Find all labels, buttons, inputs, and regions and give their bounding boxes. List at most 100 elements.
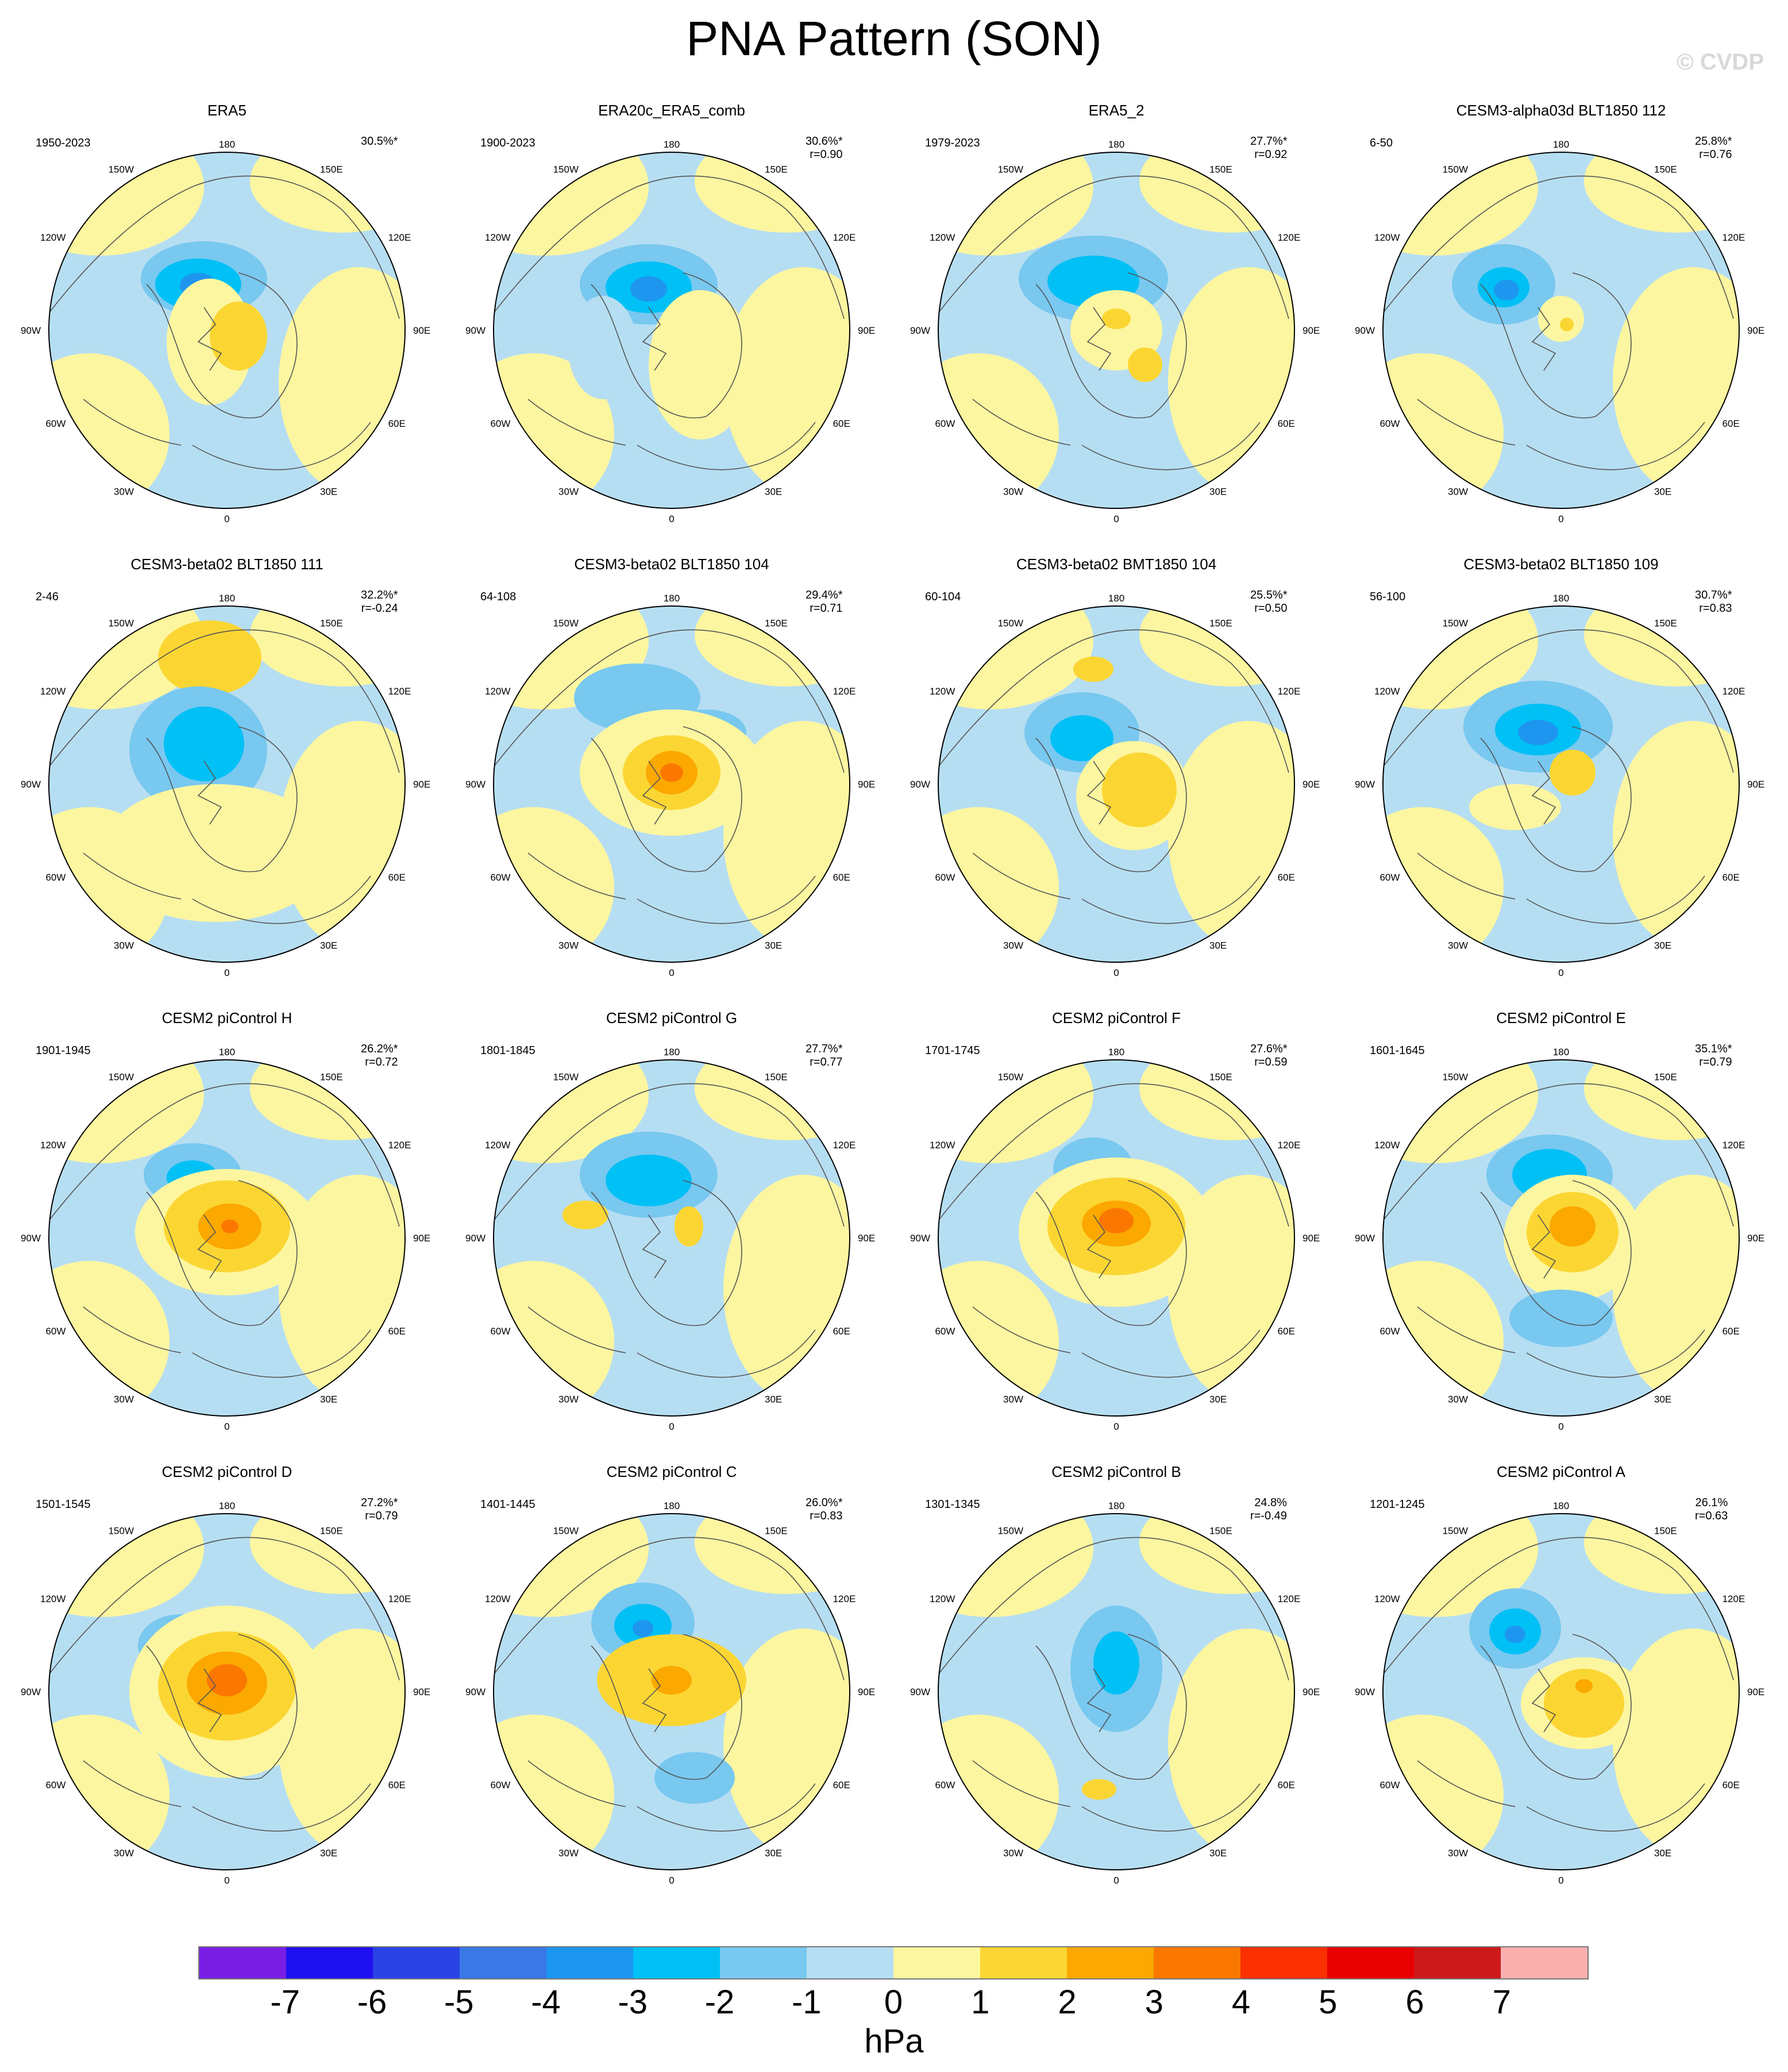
longitude-label: 120W	[40, 1593, 65, 1604]
coastline	[938, 1537, 1232, 1675]
positive-anomaly-region	[723, 1629, 850, 1858]
negative-anomaly-contour	[630, 276, 667, 302]
colorbar-tick: -4	[531, 1984, 561, 2021]
panel-variance-pct: 29.4%*	[806, 589, 843, 601]
panel-title: ERA20c_ERA5_comb	[598, 102, 745, 119]
longitude-label: 120W	[1374, 232, 1400, 243]
coastline	[1480, 738, 1596, 873]
positive-anomaly-region	[1139, 152, 1294, 233]
panel-stats: 26.0%* r=0.83	[806, 1496, 843, 1523]
longitude-label: 30W	[1003, 1394, 1023, 1405]
longitude-label: 90E	[1747, 1233, 1764, 1244]
coastline	[1531, 307, 1556, 371]
polar-map: 180 0 150W 120W 90W 60W 30W 150E 120E 90E 60E 30E	[910, 1500, 1320, 1886]
positive-anomaly-region	[938, 807, 1059, 962]
coastline	[591, 738, 707, 873]
longitude-label: 60E	[833, 418, 850, 429]
panel-stats: 30.5%*	[361, 135, 398, 148]
longitude-label: 120E	[388, 1140, 411, 1151]
longitude-label: 30W	[558, 1394, 579, 1405]
longitude-label: 120W	[485, 232, 510, 243]
coastline	[1127, 272, 1187, 417]
longitude-label: 150W	[1443, 1525, 1468, 1536]
longitude-label: 90W	[910, 325, 930, 336]
longitude-label: 150W	[1443, 618, 1468, 628]
coastline	[1531, 761, 1556, 825]
map-panel: ERA5 1950-2023 30.5%* 180 0 150W 120W 90W 60W 30W…	[3, 101, 450, 554]
colorbar-swatch	[980, 1947, 1067, 1978]
longitude-label: 150W	[553, 1525, 579, 1536]
longitude-label: 120E	[1278, 1593, 1301, 1604]
panel-title: ERA5_2	[1088, 102, 1145, 119]
longitude-label: 120E	[1723, 232, 1745, 243]
panel-period: 1701-1745	[925, 1044, 980, 1057]
longitude-label: 180	[1108, 139, 1124, 150]
panel-stats: 25.8%* r=0.76	[1695, 135, 1732, 161]
longitude-label: 180	[219, 139, 235, 150]
map-panel: CESM2 piControl E 1601-1645 35.1%* r=0.79 18…	[1338, 1008, 1785, 1462]
longitude-label: 150W	[553, 618, 579, 628]
longitude-label: 120W	[485, 686, 510, 697]
longitude-label: 120W	[485, 1140, 510, 1151]
colorbar-swatch	[893, 1947, 980, 1978]
coastline	[1531, 1214, 1556, 1279]
longitude-label: 180	[1553, 593, 1569, 604]
coastline	[637, 875, 816, 924]
longitude-label: 30E	[765, 1848, 782, 1859]
positive-anomaly-region	[938, 1715, 1059, 1870]
longitude-label: 150W	[109, 1071, 134, 1082]
panel-pattern-correlation: r=0.76	[1699, 148, 1732, 161]
panel-period: 1950-2023	[36, 137, 91, 149]
coastline	[197, 1668, 222, 1733]
panel-pattern-correlation: r=-0.24	[361, 602, 398, 615]
coastline	[1417, 1306, 1516, 1353]
longitude-label: 120W	[1374, 1140, 1400, 1151]
longitude-label: 120W	[485, 1593, 510, 1604]
longitude-label: 0	[669, 1421, 674, 1432]
polar-map: 180 0 150W 120W 90W 60W 30W 150E 120E 90E 60E 30E	[910, 593, 1320, 978]
panel-stats: 24.8% r=-0.49	[1250, 1496, 1287, 1523]
colorbar-tick: 0	[884, 1984, 903, 2021]
longitude-label: 30W	[1003, 940, 1023, 951]
longitude-label: 30E	[1209, 487, 1227, 497]
panel-variance-pct: 27.7%*	[806, 1043, 843, 1055]
longitude-label: 30E	[765, 487, 782, 497]
longitude-label: 90E	[413, 325, 430, 336]
panel-title: CESM2 piControl E	[1496, 1009, 1626, 1027]
longitude-label: 30E	[320, 487, 337, 497]
longitude-label: 180	[1108, 1500, 1124, 1511]
negative-anomaly-contour	[1505, 1626, 1525, 1643]
longitude-label: 90E	[1747, 325, 1764, 336]
panel-period: 1900-2023	[480, 137, 535, 149]
positive-anomaly-contour	[210, 302, 267, 371]
longitude-label: 90E	[413, 1233, 430, 1244]
negative-anomaly-contour	[1518, 720, 1558, 745]
coastline	[1035, 738, 1151, 873]
coastline	[1081, 1783, 1261, 1832]
coastline	[972, 852, 1071, 900]
longitude-label: 90W	[910, 1687, 930, 1697]
positive-anomaly-contour	[1102, 753, 1177, 827]
longitude-label: 0	[1113, 1875, 1119, 1886]
coastline	[527, 399, 626, 446]
map-boundary	[938, 1513, 1295, 1870]
panel-variance-pct: 26.0%*	[806, 1496, 843, 1509]
longitude-label: 30W	[1448, 1394, 1468, 1405]
positive-anomaly-region	[1139, 606, 1294, 686]
longitude-label: 0	[1558, 1421, 1563, 1432]
panel-pattern-correlation: r=0.79	[1699, 1056, 1732, 1068]
colorbar-tick: -7	[270, 1984, 300, 2021]
longitude-label: 60E	[388, 418, 406, 429]
positive-anomaly-region	[1383, 152, 1538, 256]
longitude-label: 30E	[1654, 487, 1671, 497]
coastline	[637, 1783, 816, 1832]
panel-variance-pct: 26.2%*	[361, 1043, 398, 1055]
longitude-label: 30E	[1209, 1848, 1227, 1859]
coastline	[1480, 1191, 1596, 1326]
panel-period: 1301-1345	[925, 1498, 980, 1511]
positive-anomaly-contour	[652, 1666, 692, 1695]
panel-title: CESM2 piControl F	[1052, 1009, 1181, 1027]
positive-anomaly-region	[1383, 1060, 1538, 1163]
coastline	[1231, 1571, 1289, 1681]
longitude-label: 150W	[109, 1525, 134, 1536]
